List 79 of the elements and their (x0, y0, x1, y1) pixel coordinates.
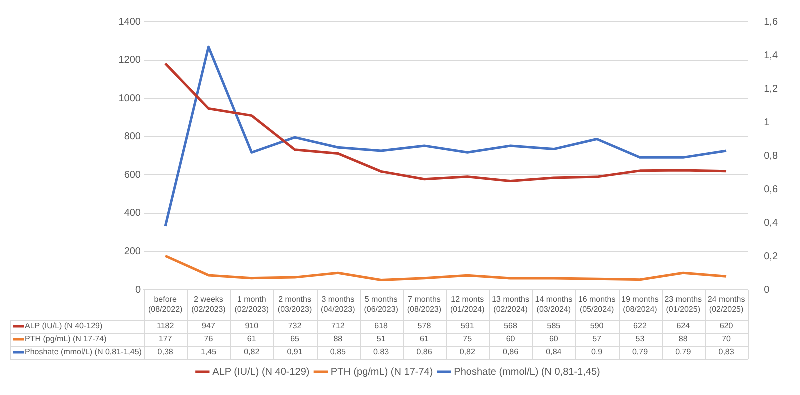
data-label: 622 (634, 322, 648, 331)
data-label: 590 (590, 322, 604, 331)
y2-tick-label: 1 (764, 117, 770, 128)
data-label: 1182 (156, 322, 175, 331)
data-label: 60 (506, 334, 516, 344)
x-tick-label: 3 months (04/2023) (321, 295, 356, 314)
data-label: 0,83 (718, 348, 735, 357)
legend-label: ALP (IU/L) (N 40-129) (25, 322, 103, 331)
data-label: 88 (678, 334, 688, 344)
data-label: 0,9 (592, 348, 604, 357)
y2-tick-label: 0,4 (764, 218, 778, 229)
x-tick-label: 24 months (02/2025) (708, 295, 746, 314)
data-label: 1,45 (200, 348, 218, 357)
data-label: 0,84 (546, 348, 562, 357)
x-tick-label: 19 months (08/2024) (622, 295, 659, 314)
y-tick-label: 1400 (118, 16, 142, 28)
data-label: 568 (504, 322, 518, 331)
y2-tick-label: 1,4 (764, 50, 778, 62)
data-label: 57 (592, 334, 602, 344)
y-tick-label: 600 (124, 170, 142, 181)
data-label: 591 (460, 322, 475, 331)
y2-tick-label: 1,6 (764, 16, 778, 28)
data-label: 51 (376, 334, 386, 344)
data-label: 0,79 (632, 348, 649, 357)
data-label: 712 (331, 322, 346, 331)
data-label: 0,79 (676, 348, 692, 357)
x-tick-label: 1 month (02/2023) (234, 295, 270, 314)
x-tick-label: 14 months (03/2024) (535, 295, 573, 314)
data-label: 732 (288, 322, 302, 331)
data-label: 0,82 (460, 348, 476, 357)
x-tick-label: 12 monts (01/2024) (450, 295, 486, 314)
x-tick-label: 2 weeks (02/2023) (192, 295, 226, 314)
data-label: 585 (547, 322, 562, 331)
y2-tick-label: 0,8 (764, 150, 778, 162)
data-label: 61 (420, 334, 430, 344)
data-label: 75 (463, 334, 473, 344)
x-tick-label: 7 months (08/2023) (407, 295, 442, 314)
data-label: 578 (418, 322, 432, 331)
y2-tick-label: 0 (764, 284, 770, 296)
text: PTH (pg/mL) (N 17-74) (330, 366, 434, 378)
y-tick-label: 0 (135, 284, 142, 296)
legend-label: Phoshate (mmol/L) (N 0,81-1,45) (25, 348, 142, 357)
x-tick-label: 2 months (03/2023) (278, 295, 312, 314)
text: Phoshate (mmol/L) (N 0,81-1,45) (454, 366, 600, 378)
y-tick-label: 200 (124, 246, 142, 258)
data-label: 0,86 (502, 348, 520, 357)
data-label: 947 (202, 322, 216, 331)
y-tick-label: 400 (124, 208, 142, 220)
data-label: 618 (374, 322, 389, 331)
x-tick-label: 13 months (02/2024) (492, 295, 530, 314)
data-label: 0,86 (416, 348, 433, 357)
data-label: 76 (204, 334, 214, 344)
y2-tick-label: 1,2 (764, 84, 778, 95)
y-tick-label: 1000 (118, 93, 142, 104)
y-tick-label: 800 (124, 132, 142, 143)
data-label: 0,83 (374, 348, 390, 357)
x-tick-label: 23 months (01/2025) (664, 295, 702, 314)
data-label: 0,38 (158, 348, 174, 357)
legend-label: PTH (pg/mL) (N 17-74) (25, 334, 108, 344)
data-label: 177 (158, 334, 173, 344)
data-label: 60 (549, 334, 559, 344)
data-label: 910 (245, 322, 260, 331)
data-label: 0,82 (244, 348, 260, 357)
x-tick-label: before (08/2022) (148, 295, 184, 314)
data-label: 65 (290, 334, 300, 344)
data-label: 624 (676, 322, 691, 331)
y2-tick-label: 0,6 (764, 184, 778, 196)
data-label: 53 (636, 334, 646, 344)
data-label: 0,85 (330, 348, 347, 357)
x-tick-label: 5 months (06/2023) (364, 295, 399, 314)
x-tick-label: 16 months (05/2024) (578, 295, 616, 314)
data-label: 61 (247, 334, 257, 344)
text: ALP (IU/L) (N 40-129) (212, 366, 310, 378)
y-tick-label: 1200 (118, 55, 142, 66)
data-label: 70 (722, 334, 732, 344)
data-label: 88 (334, 334, 344, 344)
data-label: 0,91 (287, 348, 304, 357)
y2-tick-label: 0,2 (764, 251, 778, 262)
data-label: 620 (720, 322, 734, 331)
